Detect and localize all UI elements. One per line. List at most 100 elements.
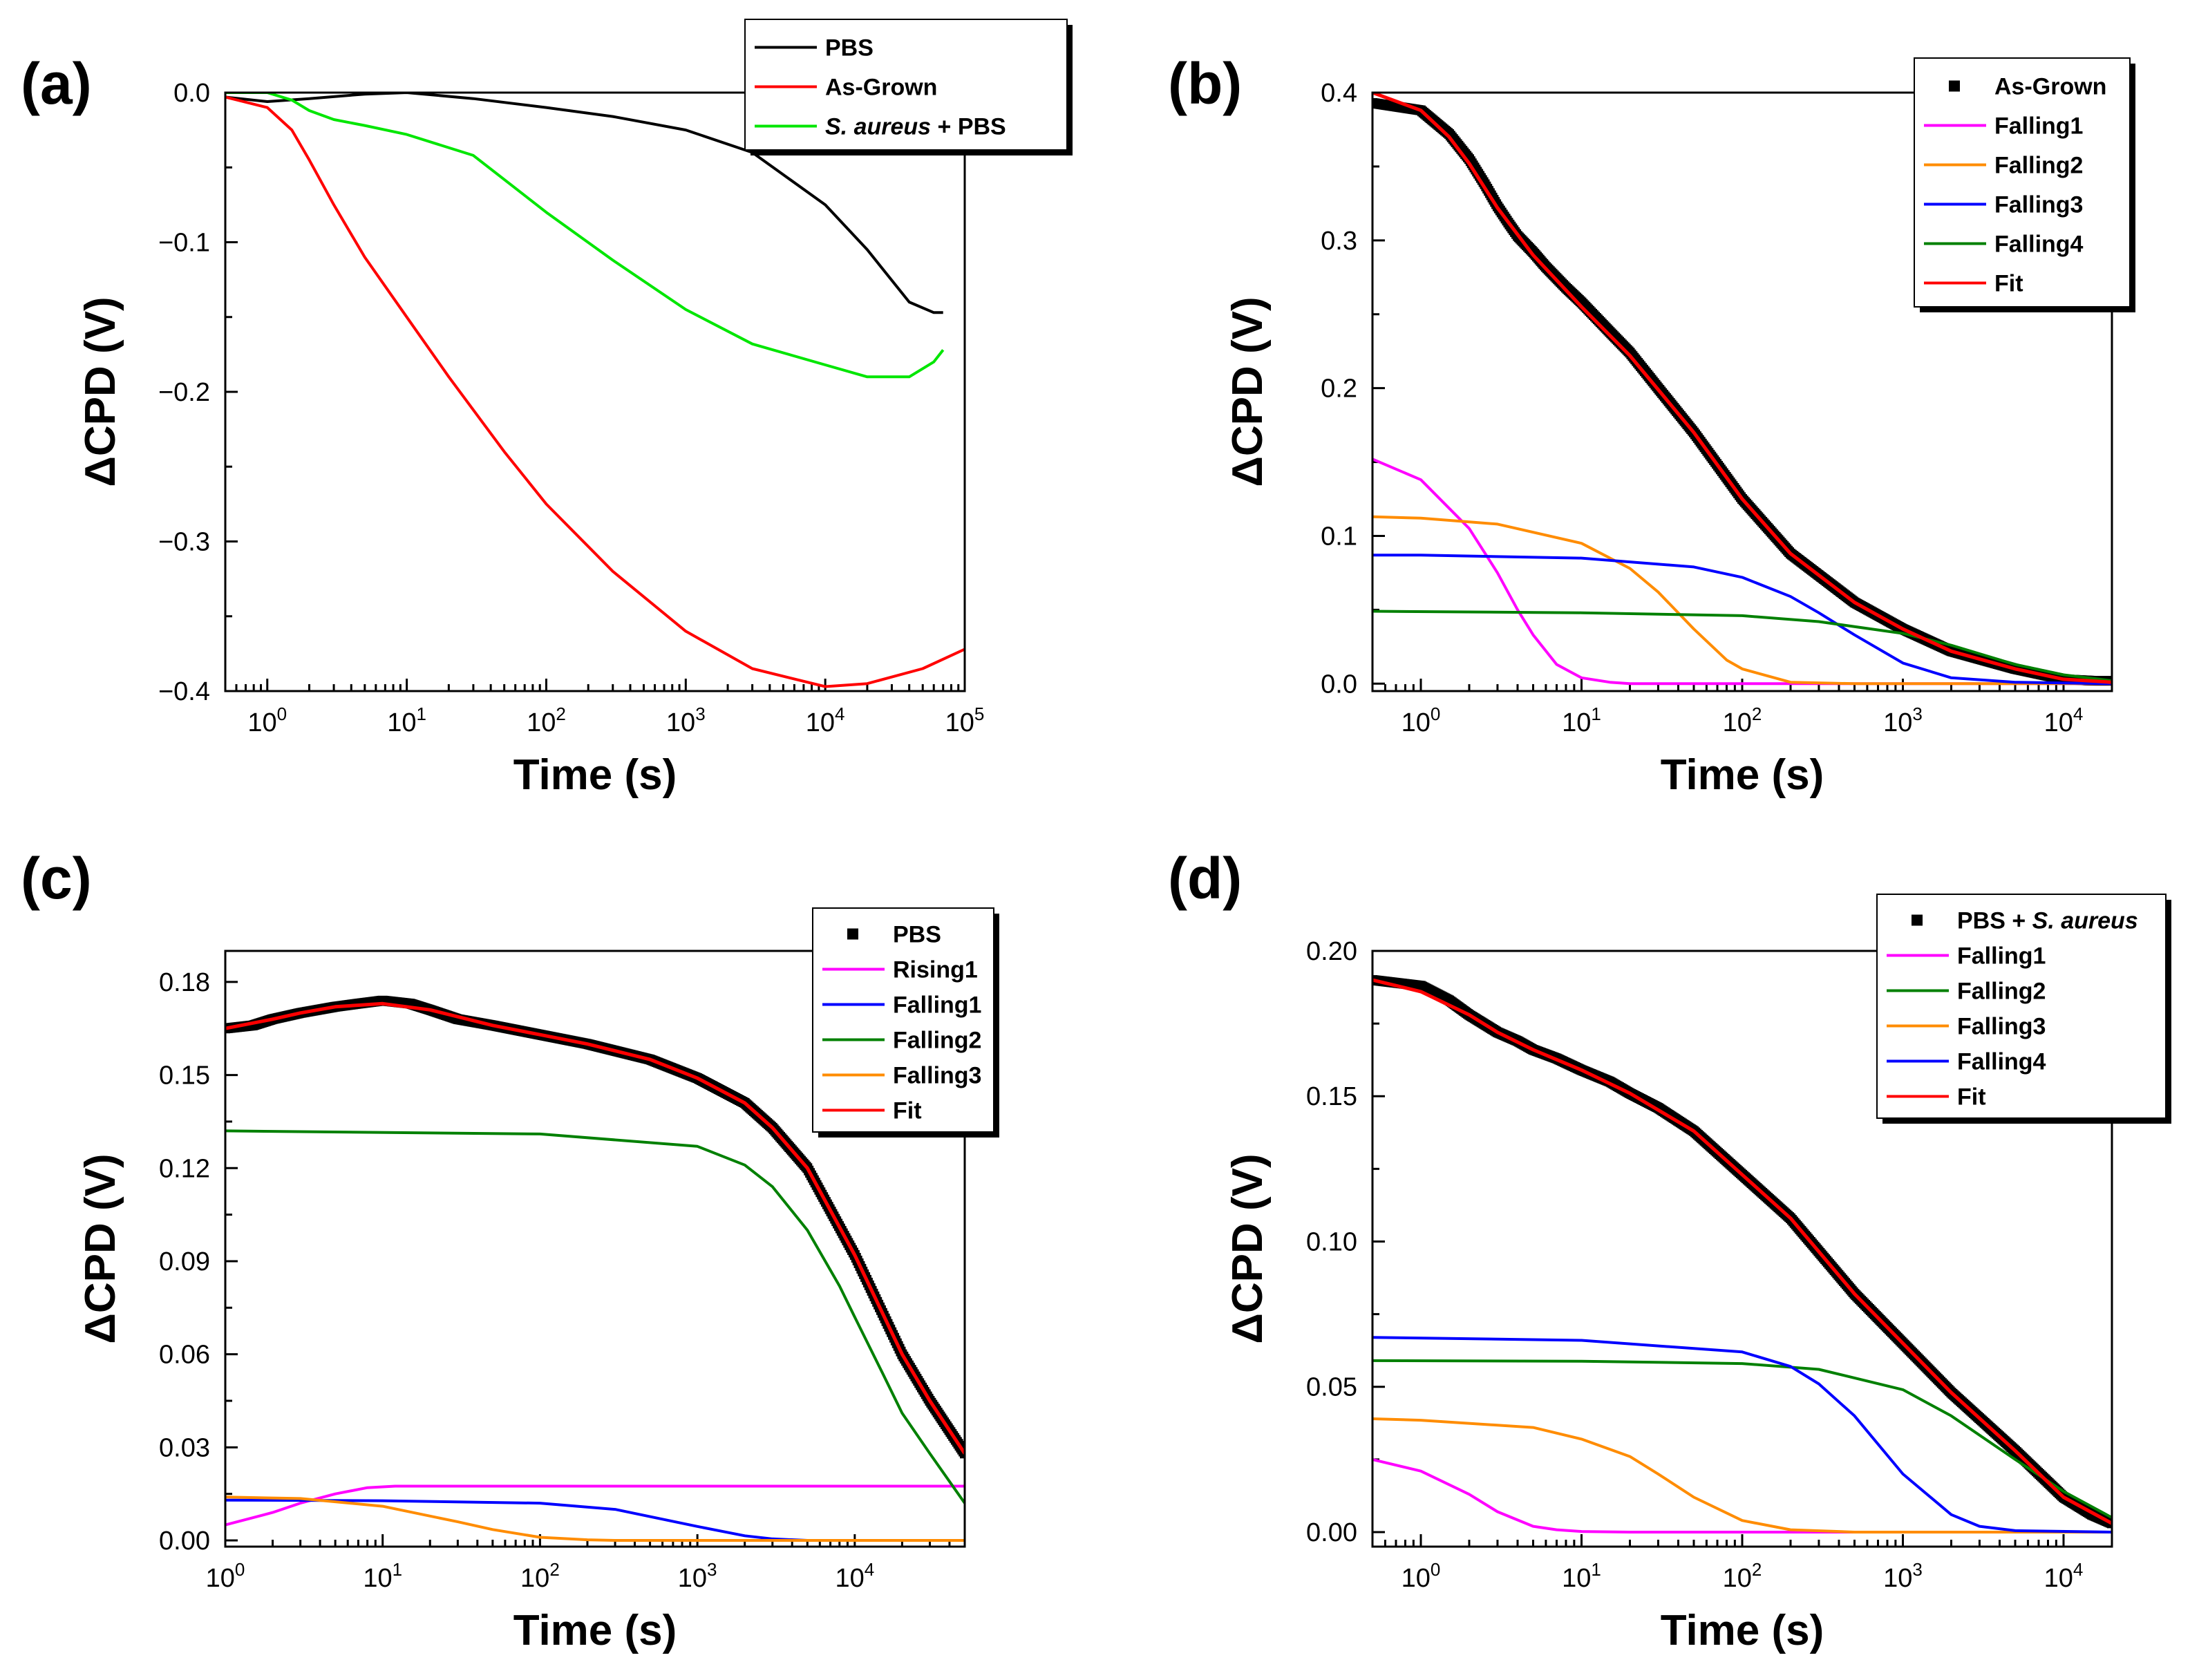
legend-label: Falling1 [893, 992, 981, 1019]
legend-box [744, 19, 1068, 151]
series-line [1372, 554, 2112, 686]
x-tick-label: 105 [945, 704, 985, 737]
series-line [1372, 515, 2112, 686]
series-line [1372, 978, 2112, 1525]
series-pbs [225, 93, 943, 314]
legend-label: Falling2 [1994, 153, 2083, 179]
x-tick-label: 100 [1401, 1559, 1441, 1593]
chart-panel-4: (d) 100 101 102 103 104 0.00 0.05 0.10 0.15 0.20 Ti… [1168, 846, 2171, 1654]
y-tick-label: 0.0 [1321, 670, 1357, 699]
x-tick-label: 102 [527, 704, 566, 737]
plot-frame [224, 950, 966, 1548]
panel-label: (d) [1168, 846, 1242, 911]
legend-marker [1949, 80, 1960, 92]
plot-frame [1371, 91, 2113, 692]
y-axis-label: ΔCPD (V) [1224, 296, 1272, 487]
series-fit [225, 1001, 965, 1455]
x-axis-label: Time (s) [1661, 1607, 1824, 1654]
y-axis-label: ΔCPD (V) [77, 1153, 124, 1343]
y-tick-label: 0.03 [159, 1433, 210, 1462]
series-falling4 [1372, 610, 2112, 682]
y-tick-label: 0.15 [1306, 1082, 1357, 1111]
x-tick-label: 100 [206, 1559, 245, 1593]
x-axis-label: Time (s) [513, 751, 677, 799]
series-falling2 [1372, 515, 2112, 686]
legend-label: Falling4 [1957, 1049, 2046, 1075]
y-tick-label: −0.4 [158, 677, 210, 706]
y-tick-label: 0.10 [1306, 1227, 1357, 1256]
legend-label: Falling3 [1957, 1014, 2046, 1040]
x-axis-label: Time (s) [513, 1607, 677, 1654]
x-tick-label: 101 [1562, 1559, 1601, 1593]
legend-box [812, 907, 994, 1133]
plot-area [225, 93, 965, 688]
series-falling4 [1372, 1336, 2112, 1533]
y-tick-label: −0.2 [158, 378, 210, 407]
series-line [225, 93, 945, 379]
y-tick-label: 0.1 [1321, 522, 1357, 551]
series-falling1 [1372, 1457, 2112, 1533]
y-tick-label: 0.15 [159, 1061, 210, 1091]
x-axis-label: Time (s) [1661, 751, 1824, 799]
legend-label: Rising1 [893, 957, 978, 983]
panel-label: (a) [21, 51, 92, 116]
x-tick-label: 100 [1401, 704, 1441, 737]
series-falling3 [1372, 1417, 2112, 1533]
legend-label: As-Grown [1994, 74, 2106, 100]
series-line [225, 1495, 965, 1542]
chart-panel-2: (b) 100 101 102 103 104 0.0 0.1 0.2 0.3 0.4 Time (s… [1168, 51, 2135, 799]
legend-label: PBS + S. aureus [1957, 908, 2138, 934]
legend-box [1914, 57, 2131, 308]
legend-marker [1912, 914, 1923, 926]
plot-frame [224, 91, 966, 692]
y-tick-label: 0.09 [159, 1247, 210, 1276]
series-falling2 [225, 1129, 965, 1504]
plot-area [1372, 975, 2112, 1533]
y-tick-label: 0.12 [159, 1154, 210, 1183]
x-tick-label: 101 [1562, 704, 1601, 737]
legend-label: PBS [825, 35, 874, 62]
legend-box [1876, 894, 2167, 1119]
y-tick-label: 0.18 [159, 968, 210, 997]
y-tick-label: 0.4 [1321, 79, 1357, 108]
panel-label: (b) [1168, 51, 1242, 116]
plot-area [1372, 93, 2112, 686]
y-tick-label: 0.0 [173, 79, 210, 108]
legend-marker [847, 928, 858, 940]
x-tick-label: 103 [678, 1559, 717, 1593]
series-line [225, 95, 965, 688]
series-line [1372, 1417, 2112, 1533]
y-tick-label: 0.3 [1321, 227, 1357, 256]
legend-label: S. aureus + PBS [825, 114, 1006, 140]
series-fit [1372, 93, 2112, 684]
y-tick-label: 0.20 [1306, 937, 1357, 966]
plot-frame [1371, 950, 2113, 1548]
x-tick-label: 100 [247, 704, 287, 737]
panel-label: (c) [21, 846, 92, 911]
series-line [1372, 610, 2112, 682]
legend-label: As-Grown [825, 75, 937, 101]
series-line [225, 1001, 965, 1455]
legend-label: Falling4 [1994, 232, 2084, 258]
series-line [1372, 1457, 2112, 1533]
plot-area [225, 995, 965, 1542]
y-axis-label: ΔCPD (V) [77, 296, 124, 487]
y-tick-label: 0.05 [1306, 1373, 1357, 1402]
x-tick-label: 102 [1723, 704, 1762, 737]
x-tick-label: 101 [363, 1559, 402, 1593]
x-tick-label: 103 [1883, 1559, 1923, 1593]
legend-label: Fit [893, 1098, 922, 1124]
y-tick-label: 0.06 [159, 1341, 210, 1370]
chart-panel-3: (c) 100 101 102 103 104 0.00 0.03 0.06 0.09 0.12 0.… [21, 846, 999, 1654]
series-line [1372, 93, 2112, 684]
y-axis-label: ΔCPD (V) [1224, 1153, 1272, 1343]
x-tick-label: 104 [2044, 704, 2084, 737]
legend-label: Falling3 [1994, 192, 2083, 218]
x-tick-label: 102 [1723, 1559, 1762, 1593]
series-as-grown [225, 95, 965, 688]
series-line [225, 1484, 965, 1527]
legend-label: Fit [1957, 1084, 1986, 1111]
x-tick-label: 104 [835, 1559, 874, 1593]
y-tick-label: −0.3 [158, 528, 210, 557]
